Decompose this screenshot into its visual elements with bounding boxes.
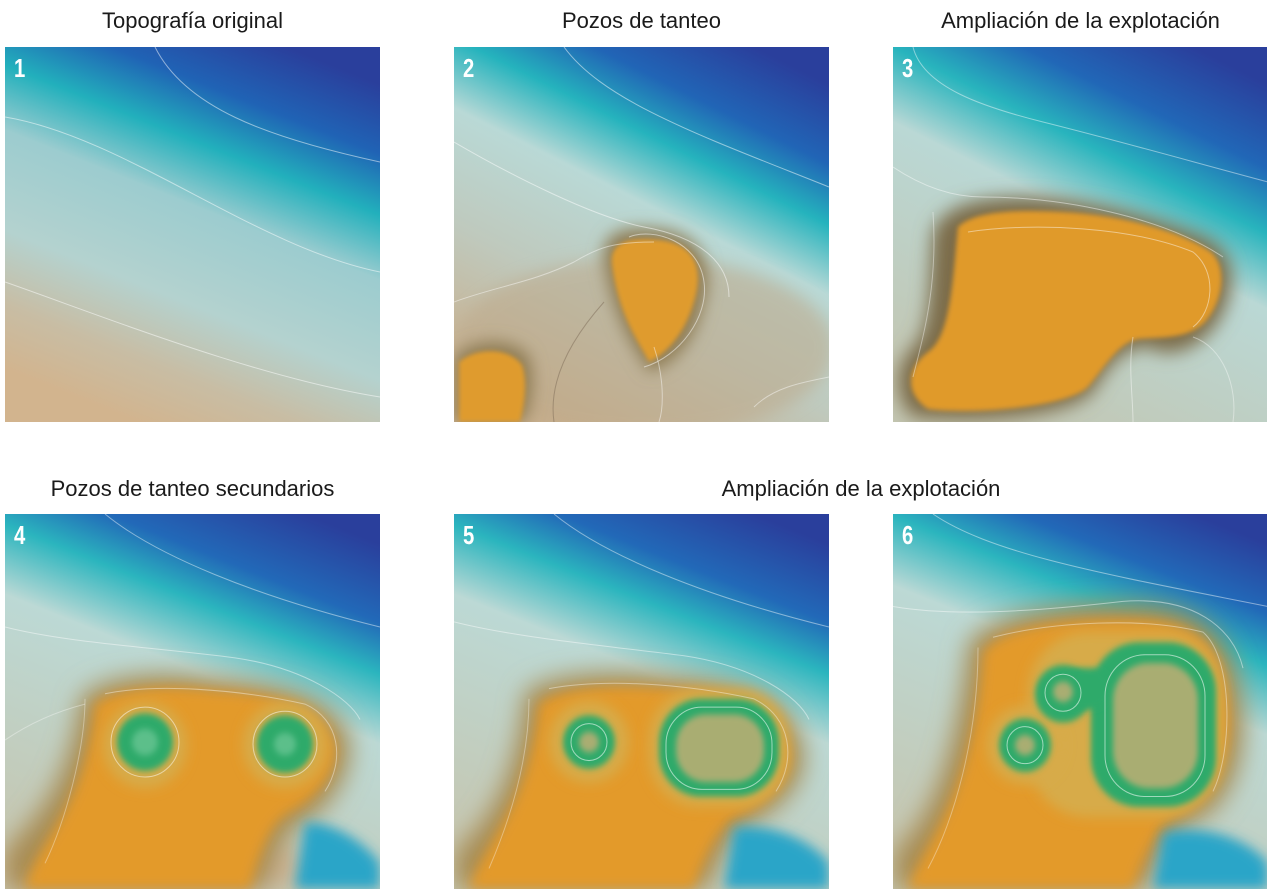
caption-ampliacion-explotacion-1: Ampliación de la explotación xyxy=(941,8,1220,33)
panel-number: 5 xyxy=(463,520,475,550)
panel-5-map xyxy=(454,514,829,889)
caption-topografia-original: Topografía original xyxy=(101,8,283,33)
panel-5-ampliacion-explotacion: 5 xyxy=(454,514,829,889)
panel-number: 3 xyxy=(902,53,914,83)
panel-3-ampliacion-explotacion: 3 xyxy=(893,47,1267,422)
caption-ampliacion-explotacion-2: Ampliación de la explotación xyxy=(721,476,1001,501)
panel-3-map xyxy=(893,47,1267,422)
caption-pozos-de-tanteo: Pozos de tanteo xyxy=(561,8,721,33)
panel-2-map xyxy=(454,47,829,422)
panel-6-map xyxy=(893,514,1267,889)
panel-1-map xyxy=(5,47,380,422)
panel-number: 4 xyxy=(14,520,26,550)
panel-number: 1 xyxy=(14,53,26,83)
panel-4-map xyxy=(5,514,380,889)
panel-1-topografia-original: 1 xyxy=(5,47,380,422)
caption-pozos-secundarios: Pozos de tanteo secundarios xyxy=(50,476,335,501)
panel-4-pozos-secundarios: 4 xyxy=(5,514,380,889)
panel-2-pozos-de-tanteo: 2 xyxy=(454,47,829,422)
panel-number: 6 xyxy=(902,520,914,550)
panel-number: 2 xyxy=(463,53,475,83)
panel-6-ampliacion-explotacion: 6 xyxy=(893,514,1267,889)
